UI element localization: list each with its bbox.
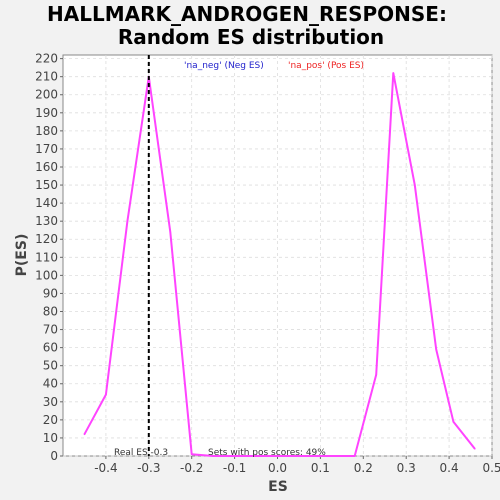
- data-point: [341, 455, 343, 457]
- data-point: [392, 72, 395, 74]
- data-point: [126, 220, 129, 222]
- data-point: [435, 348, 438, 351]
- x-tick-label: -0.2: [180, 461, 203, 475]
- x-tick-label: -0.4: [94, 461, 117, 475]
- y-tick-label: 140: [35, 196, 58, 210]
- data-point: [319, 455, 322, 457]
- chart-title-line2: Random ES distribution: [118, 25, 384, 49]
- y-tick-label: 50: [43, 359, 58, 373]
- data-point: [353, 455, 356, 457]
- real-es-annotation: Real ES -0.3: [114, 448, 168, 458]
- x-tick-label: 0.5: [482, 461, 500, 475]
- y-tick-label: 70: [43, 323, 58, 337]
- y-tick-label: 110: [35, 250, 58, 264]
- x-tick-label: 0.3: [397, 461, 416, 475]
- y-tick-label: 30: [43, 395, 58, 409]
- data-point: [474, 447, 476, 450]
- y-axis-label: P(ES): [14, 234, 30, 277]
- y-tick-label: 80: [43, 304, 58, 318]
- data-point: [105, 393, 107, 396]
- pos-scores-annotation: Sets with pos scores: 49%: [208, 448, 326, 458]
- x-tick-label: 0.0: [268, 461, 287, 475]
- y-tick-label: 150: [35, 178, 58, 192]
- y-tick-label: 180: [35, 124, 58, 138]
- legend-pos: 'na_pos' (Pos ES): [288, 61, 364, 71]
- y-tick-label: 120: [35, 232, 58, 246]
- data-point: [233, 455, 236, 457]
- series-line: [83, 72, 476, 457]
- x-tick-label: 0.1: [311, 461, 330, 475]
- data-point: [413, 184, 416, 186]
- data-point: [212, 455, 214, 457]
- y-axis-ticks: 0 10 20 30 40 50 60 70 80 90 100 110 120 130 140 150 160…: [35, 52, 63, 463]
- y-tick-label: 130: [35, 214, 58, 228]
- y-tick-label: 210: [35, 70, 58, 84]
- y-tick-label: 0: [50, 449, 58, 463]
- x-tick-label: -0.1: [223, 461, 246, 475]
- y-tick-label: 60: [43, 341, 58, 355]
- data-point: [452, 420, 455, 423]
- legend-neg: 'na_neg' (Neg ES): [184, 61, 264, 71]
- data-point: [298, 455, 300, 457]
- data-point: [190, 453, 193, 455]
- x-tick-label: 0.2: [354, 461, 373, 475]
- chart-title-line1: HALLMARK_ANDROGEN_RESPONSE:: [47, 2, 447, 26]
- y-tick-label: 20: [43, 413, 58, 427]
- y-tick-label: 200: [35, 88, 58, 102]
- data-point: [276, 455, 279, 457]
- x-tick-label: 0.4: [440, 461, 459, 475]
- y-tick-label: 170: [35, 142, 58, 156]
- y-tick-label: 90: [43, 286, 58, 300]
- data-point: [83, 433, 86, 436]
- y-tick-label: 10: [43, 431, 58, 445]
- x-axis-label: ES: [268, 479, 288, 495]
- x-axis-ticks: -0.4 -0.3 -0.2 -0.1 0.0 0.1 0.2 0.3 0.4 0.5: [94, 456, 500, 475]
- y-tick-label: 40: [43, 377, 58, 391]
- y-tick-label: 100: [35, 268, 58, 282]
- y-tick-label: 160: [35, 160, 58, 174]
- data-point: [375, 373, 377, 376]
- y-tick-label: 220: [35, 52, 58, 66]
- data-point: [255, 455, 257, 457]
- y-tick-label: 190: [35, 106, 58, 120]
- x-tick-label: -0.3: [137, 461, 160, 475]
- data-point: [169, 231, 172, 233]
